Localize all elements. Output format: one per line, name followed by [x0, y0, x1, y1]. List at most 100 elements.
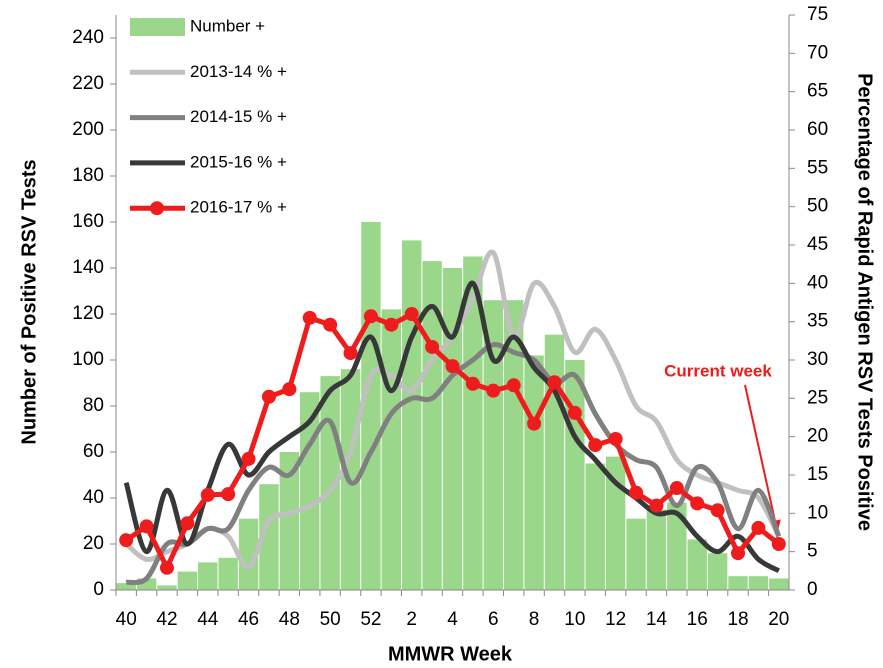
point	[282, 382, 297, 397]
annotation-arrow	[744, 384, 781, 533]
point	[629, 485, 644, 500]
x-tick-label: 20	[768, 609, 789, 630]
x-tick-label: 48	[279, 609, 300, 630]
bar	[524, 355, 544, 590]
y2-tick-label: 5	[807, 541, 818, 562]
point	[567, 405, 582, 420]
bar	[707, 553, 728, 590]
point	[486, 383, 501, 398]
x-tick-label: 10	[564, 609, 585, 630]
x-tick-label: 16	[687, 609, 708, 630]
bar	[728, 576, 748, 590]
bar	[157, 585, 177, 590]
point	[261, 389, 276, 404]
y2-tick-label: 55	[807, 157, 828, 178]
point	[119, 533, 134, 548]
bar	[279, 452, 300, 590]
point	[384, 317, 399, 332]
y2-tick-label: 35	[807, 311, 828, 332]
point	[200, 487, 215, 502]
y2-tick-label: 30	[807, 349, 828, 370]
point	[180, 516, 195, 531]
x-tick-label: 50	[320, 609, 341, 630]
bar	[177, 571, 198, 590]
y-tick-label: 200	[72, 119, 104, 140]
y-tick-label: 120	[72, 303, 104, 324]
point	[771, 537, 786, 551]
bar	[116, 583, 136, 590]
x-tick-label: 18	[727, 609, 748, 630]
line	[123, 280, 781, 574]
point	[547, 375, 562, 390]
x-tick-label: 42	[156, 609, 177, 630]
y-tick-label: 40	[83, 487, 104, 508]
point	[588, 438, 603, 453]
y-tick-label: 220	[72, 73, 104, 94]
point	[731, 546, 746, 561]
bar	[259, 484, 279, 590]
y2-tick-label: 15	[807, 464, 828, 485]
bar	[300, 392, 320, 590]
bar	[238, 518, 259, 590]
x-tick-label: 44	[197, 609, 219, 630]
x-tick-label: 46	[238, 609, 259, 630]
y-axis-title: Number of Positive RSV Tests	[18, 159, 40, 444]
bar	[381, 309, 402, 590]
x-axis-title: MMWR Week	[388, 643, 513, 665]
x-tick-label: 52	[360, 609, 381, 630]
y2-tick-label: 65	[807, 81, 828, 102]
line	[125, 342, 782, 586]
y2-tick-label: 25	[807, 387, 828, 408]
y2-tick-label: 60	[807, 119, 828, 140]
legend-label: 2015-16 % +	[190, 152, 287, 171]
x-tick-label: 14	[646, 609, 668, 630]
bar	[442, 268, 463, 590]
y-tick-label: 0	[93, 579, 104, 600]
point	[323, 317, 338, 332]
point	[710, 503, 725, 518]
point	[751, 520, 766, 535]
bar	[483, 300, 503, 590]
y-tick-label: 160	[72, 211, 104, 232]
point	[527, 416, 542, 431]
bar	[565, 360, 585, 590]
legend-swatch	[130, 18, 185, 36]
point	[649, 498, 664, 513]
bar	[136, 578, 157, 590]
legend-label: 2016-17 % +	[190, 198, 287, 217]
y2-tick-label: 45	[807, 234, 828, 255]
point	[221, 487, 236, 502]
point	[363, 309, 378, 324]
x-tick-label: 6	[488, 609, 499, 630]
y2-tick-label: 0	[807, 579, 818, 600]
annotation: Current week	[664, 361, 772, 380]
x-tick-label: 2	[406, 609, 417, 630]
point	[465, 376, 480, 391]
bar	[646, 509, 667, 590]
point	[159, 560, 174, 575]
y2-tick-label: 75	[807, 4, 828, 25]
bar	[198, 562, 218, 590]
point	[506, 378, 521, 393]
y2-tick-label: 70	[807, 42, 828, 63]
y2-tick-label: 40	[807, 272, 828, 293]
bar	[687, 539, 707, 590]
point	[425, 339, 440, 354]
y-tick-label: 80	[83, 395, 104, 416]
x-tick-label: 12	[605, 609, 626, 630]
bar	[748, 576, 769, 590]
x-tick-label: 8	[529, 609, 540, 630]
x-tick-label: 40	[116, 609, 137, 630]
y2-tick-label: 10	[807, 502, 828, 523]
point	[241, 451, 256, 466]
bar	[626, 518, 646, 590]
x-tick-label: 4	[447, 609, 458, 630]
legend-label: 2013-14 % +	[190, 62, 287, 81]
point	[302, 310, 317, 325]
point	[445, 359, 460, 374]
y-tick-label: 140	[72, 257, 104, 278]
point	[608, 431, 623, 446]
y2-tick-label: 50	[807, 196, 828, 217]
y-tick-label: 240	[72, 27, 104, 48]
